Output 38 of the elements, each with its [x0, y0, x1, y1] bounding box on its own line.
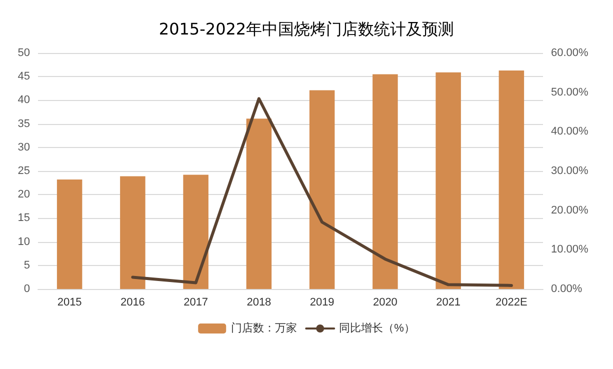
x-tick-label: 2017: [184, 296, 208, 308]
y-tick-label: 10: [18, 236, 30, 248]
y-tick-label: 0: [24, 283, 30, 295]
x-tick-label: 2015: [57, 296, 82, 308]
x-tick-label: 2016: [120, 296, 145, 308]
y2-tick-label: 10.00%: [551, 244, 589, 256]
bar: [246, 118, 272, 289]
y-tick-label: 5: [24, 259, 30, 272]
x-tick-label: 2018: [246, 296, 272, 308]
legend-label: 同比增长（%）: [339, 322, 415, 334]
y-tick-label: 25: [18, 165, 30, 177]
y2-tick-label: 40.00%: [551, 126, 589, 138]
y-tick-label: 35: [18, 118, 30, 130]
y2-tick-label: 30.00%: [551, 165, 589, 177]
y-tick-label: 15: [18, 212, 30, 224]
chart-title: 2015-2022年中国烧烤门店数统计及预测: [158, 20, 454, 38]
x-tick-label: 2021: [436, 296, 461, 308]
x-tick-label: 2019: [310, 296, 334, 308]
line-series: [131, 97, 513, 287]
bar: [498, 70, 524, 289]
y2-tick-label: 20.00%: [551, 204, 589, 216]
bar: [120, 176, 146, 289]
y2-tick-label: 60.00%: [551, 47, 589, 59]
x-tick-label: 2020: [372, 296, 398, 308]
bar: [56, 179, 82, 289]
x-tick-label: 2022E: [496, 296, 528, 308]
legend-label: 门店数：万家: [231, 322, 298, 334]
bar: [436, 72, 461, 289]
y-tick-label: 20: [18, 188, 30, 201]
bar: [372, 74, 398, 289]
y-tick-label: 45: [18, 70, 30, 83]
bar: [309, 90, 335, 289]
y-tick-label: 30: [18, 141, 30, 154]
y2-tick-label: 0.00%: [551, 283, 582, 295]
y-tick-label: 50: [18, 47, 30, 59]
y-tick-label: 40: [18, 94, 30, 106]
y2-tick-label: 50.00%: [551, 86, 589, 98]
bar: [183, 174, 208, 289]
